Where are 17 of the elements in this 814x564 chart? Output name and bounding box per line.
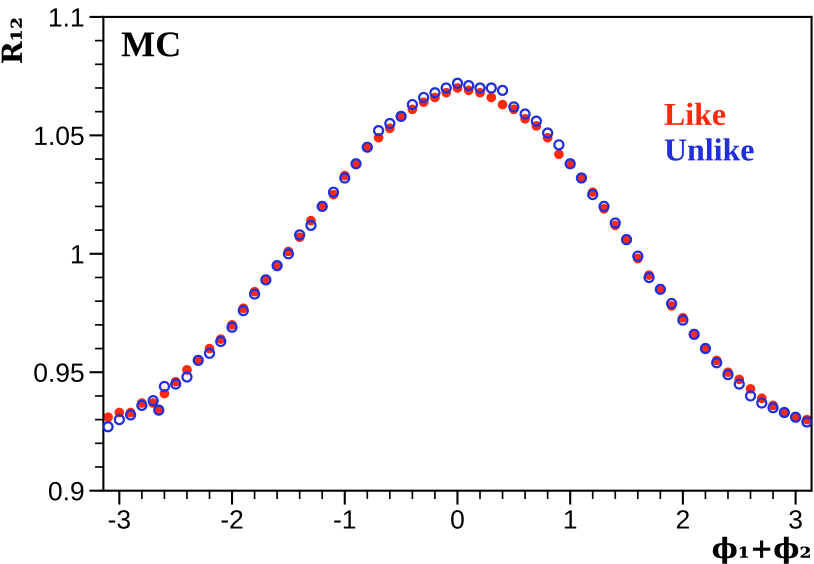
x-tick-label: 3 — [789, 510, 802, 529]
annotation: MC — [122, 32, 178, 57]
x-tick-label: 1 — [564, 510, 576, 529]
x-tick-label: 2 — [676, 510, 689, 529]
x-tick-label: 0 — [451, 510, 464, 529]
y-tick-label: 1 — [72, 245, 84, 264]
x-axis-title: ϕ₁+ϕ₂ — [712, 536, 810, 564]
x-tick-label: -3 — [108, 510, 130, 529]
y-tick-label: 1.1 — [50, 8, 84, 26]
x-tick-label: -1 — [334, 510, 356, 529]
y-tick-label: 0.9 — [48, 482, 84, 500]
y-tick-label: 0.95 — [34, 363, 84, 382]
x-tick-label: -2 — [221, 510, 242, 529]
y-tick-label: 1.05 — [35, 126, 84, 146]
y-axis-title: R₁₂ — [2, 18, 22, 64]
text: Unlike — [664, 138, 754, 161]
text: Like — [664, 102, 726, 126]
